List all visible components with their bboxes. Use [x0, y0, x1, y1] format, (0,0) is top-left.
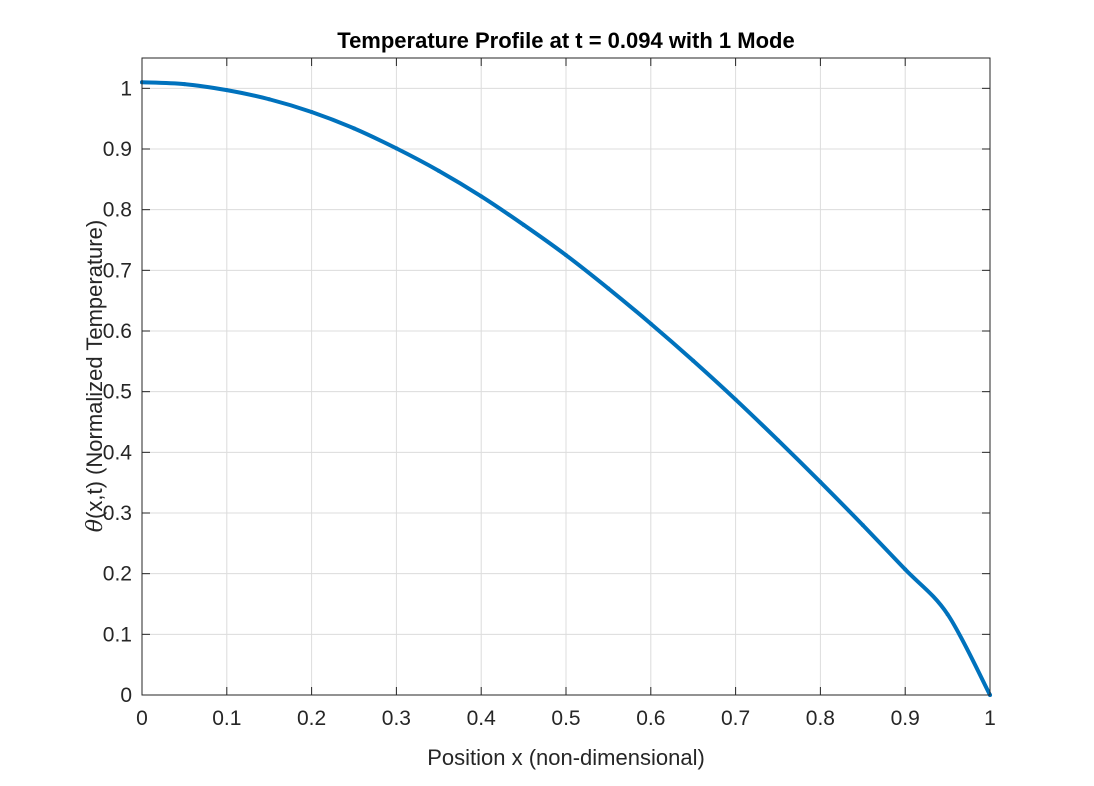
y-tick-label: 0.8 [103, 199, 132, 222]
x-tick-labels: 0 0.1 0.2 0.3 0.4 0.5 0.6 0.7 0.8 0.9 1 [136, 707, 996, 730]
y-axis-label: θ(x,t) (Normalized Temperature) [82, 220, 108, 532]
y-tick-label: 0.4 [103, 441, 133, 464]
y-tick-label: 0.5 [103, 381, 132, 404]
data-point [648, 321, 653, 326]
x-tick-label: 0.2 [297, 707, 326, 730]
data-point [903, 567, 908, 572]
x-tick-label: 0.1 [212, 707, 241, 730]
data-point [691, 358, 696, 363]
x-axis-label: Position x (non-dimensional) [427, 745, 705, 770]
y-tick-label: 0.3 [103, 502, 132, 525]
x-tick-label: 1 [984, 707, 996, 730]
x-tick-label: 0.7 [721, 707, 750, 730]
data-point [224, 88, 229, 93]
ticks [141, 58, 991, 696]
data-point [394, 146, 399, 151]
data-point [479, 194, 484, 199]
data-point [309, 109, 314, 114]
data-point [818, 480, 823, 485]
data-point [860, 523, 865, 528]
data-point [182, 82, 187, 87]
x-tick-label: 0.6 [636, 707, 665, 730]
data-point [352, 126, 356, 131]
series-layer [140, 80, 992, 697]
data-point [436, 168, 441, 173]
y-tick-label: 0 [120, 684, 132, 707]
data-point [945, 612, 950, 617]
x-tick-label: 0.9 [891, 707, 920, 730]
chart-title: Temperature Profile at t = 0.094 with 1 … [337, 28, 794, 53]
y-tick-label: 0.9 [103, 138, 132, 161]
data-point [776, 438, 780, 443]
y-tick-label: 1 [120, 77, 132, 100]
y-axis-label-symbol: θ [83, 519, 108, 532]
y-tick-label: 0.6 [103, 320, 132, 343]
x-tick-label: 0 [136, 707, 148, 730]
data-point [521, 222, 526, 227]
data-point [733, 397, 738, 402]
x-tick-label: 0.8 [806, 707, 835, 730]
y-tick-label: 0.1 [103, 623, 132, 646]
data-point [564, 253, 568, 258]
y-axis-label-text: (x,t) (Normalized Temperature) [82, 220, 107, 519]
y-tick-labels: 0 0.1 0.2 0.3 0.4 0.5 0.6 0.7 0.8 0.9 1 [103, 77, 133, 707]
x-tick-label: 0.4 [467, 707, 497, 730]
data-point [606, 286, 611, 291]
data-point [267, 97, 272, 102]
y-tick-label: 0.7 [103, 259, 132, 282]
y-tick-label: 0.2 [103, 563, 132, 586]
x-tick-label: 0.3 [382, 707, 411, 730]
x-tick-label: 0.5 [551, 707, 580, 730]
